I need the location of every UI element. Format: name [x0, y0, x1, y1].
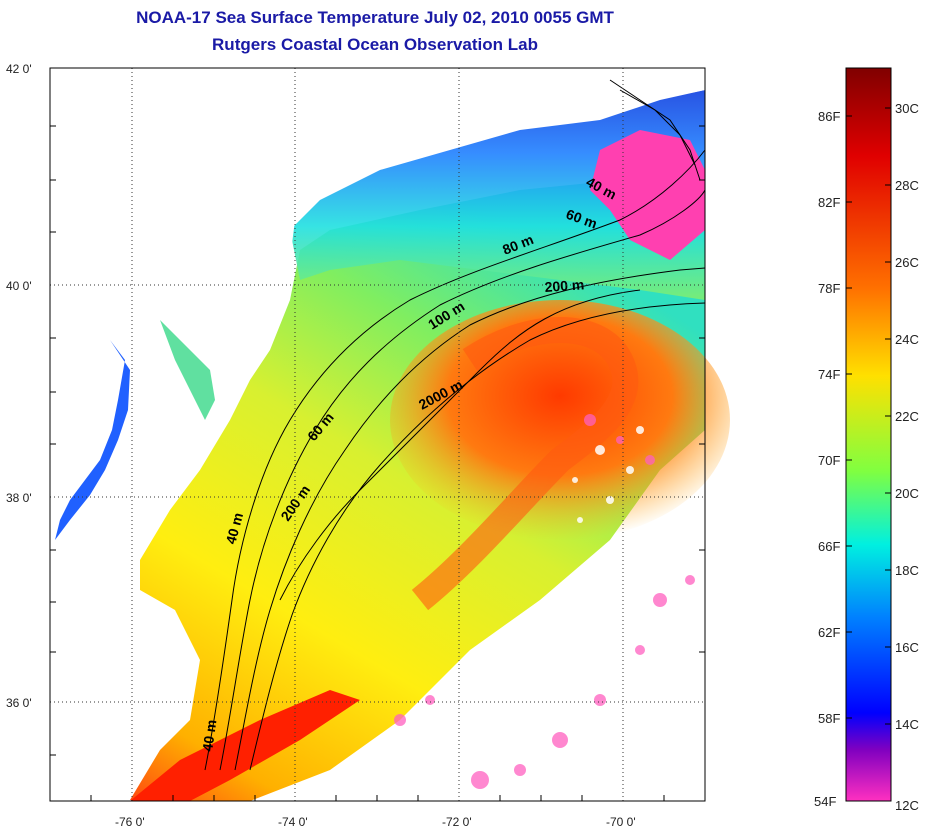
colorbar-ticks [846, 107, 891, 725]
colorbar-f-label: 86F [818, 109, 840, 124]
colorbar-c-label: 14C [895, 717, 919, 732]
colorbar-f-label: 62F [818, 625, 840, 640]
cold-shelf-water [290, 90, 705, 300]
cloud-speckle-white [572, 426, 644, 523]
land-cape [560, 68, 705, 115]
colorbar-f-label: 70F [818, 453, 840, 468]
chesapeake-bay [55, 340, 130, 540]
lat-tick-label: 38 0' [6, 491, 32, 505]
lon-tick-label: -76 0' [115, 815, 145, 829]
lon-tick-label: -74 0' [278, 815, 308, 829]
isobath-contours [204, 79, 706, 771]
colorbar-f-label: 66F [818, 539, 840, 554]
lon-tick-label: -72 0' [442, 815, 472, 829]
colorbar-c-label: 18C [895, 563, 919, 578]
colorbar-c-label: 20C [895, 486, 919, 501]
colorbar-f-label: 78F [818, 281, 840, 296]
gulf-stream-core [411, 317, 639, 611]
delaware-bay [160, 320, 215, 420]
lon-tick-label: -70 0' [606, 815, 636, 829]
colorbar-f-label: 82F [818, 195, 840, 210]
axis-ticks [50, 125, 705, 801]
isobath-label: 200 m [544, 276, 585, 295]
warm-southern-band [130, 690, 360, 801]
colorbar-c-label: 22C [895, 409, 919, 424]
land-new-england [290, 68, 560, 180]
land-mainland [50, 68, 300, 801]
cold-eddy [590, 130, 705, 260]
map-subtitle: Rutgers Coastal Ocean Observation Lab [212, 35, 538, 54]
map-title: NOAA-17 Sea Surface Temperature July 02,… [136, 8, 614, 27]
colorbar [845, 67, 892, 802]
colorbar-f-label: 54F [814, 794, 836, 809]
colorbar-c-label: 30C [895, 101, 919, 116]
cloud-speckle [394, 414, 695, 789]
colorbar-c-label: 24C [895, 332, 919, 347]
isobath-label: 40 m [199, 719, 219, 753]
isobath-label: 40 m [222, 511, 246, 546]
colorbar-c-label: 12C [895, 798, 919, 813]
colorbar-c-label: 28C [895, 178, 919, 193]
colorbar-c-label: 16C [895, 640, 919, 655]
colorbar-c-label: 26C [895, 255, 919, 270]
lat-tick-label: 42 0' [6, 62, 32, 76]
colorbar-f-label: 74F [818, 367, 840, 382]
lat-tick-label: 36 0' [6, 696, 32, 710]
colorbar-f-label: 58F [818, 711, 840, 726]
lat-tick-label: 40 0' [6, 279, 32, 293]
